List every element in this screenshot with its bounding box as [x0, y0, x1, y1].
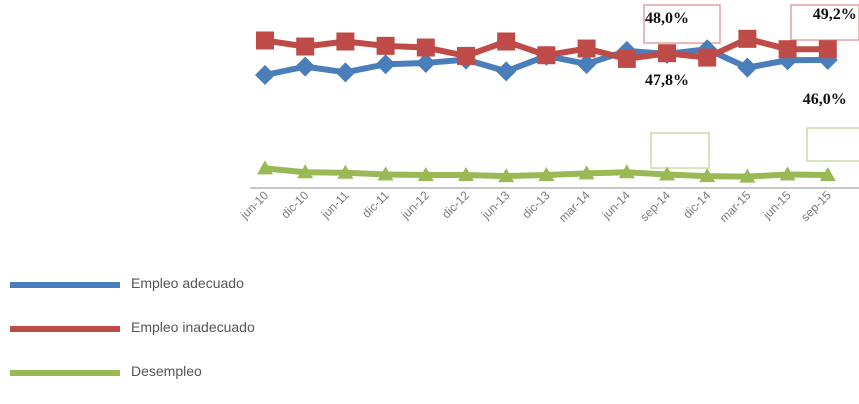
- desempleo-point: [739, 168, 756, 183]
- x-tick-label: jun-15: [760, 188, 794, 222]
- data-label-box: [790, 4, 859, 41]
- desempleo-point: [819, 167, 836, 181]
- empleo-adecuado-point: [295, 56, 316, 77]
- empleo-adecuado-point: [496, 61, 517, 82]
- x-tick-label: dic-14: [680, 188, 713, 221]
- empleo-inadecuado-point: [738, 29, 757, 48]
- legend-label-empleo-adecuado: Empleo adecuado: [131, 275, 244, 291]
- desempleo-point: [699, 168, 716, 183]
- data-labels: 48,0% 49,2% 47,8% 46,0%: [645, 6, 857, 108]
- desempleo-point: [257, 160, 273, 175]
- legend-label-desempleo: Desempleo: [131, 363, 202, 379]
- x-tick-label: jun-10: [237, 188, 271, 222]
- chart: jun-10 dic-10 jun-11 dic-11 jun-12 dic-12 jun-…: [237, 4, 859, 225]
- x-tick-label: jun-12: [398, 188, 432, 222]
- empleo-inadecuado-point: [617, 49, 636, 68]
- legend-swatch-empleo-adecuado: [10, 282, 120, 288]
- x-tick-label: dic-13: [520, 188, 553, 221]
- empleo-inadecuado-point: [376, 36, 395, 55]
- empleo-inadecuado-point: [537, 46, 556, 65]
- desempleo-point: [417, 167, 434, 181]
- desempleo-point: [659, 166, 675, 181]
- empleo-inadecuado-point: [336, 32, 355, 51]
- empleo-adecuado-point: [375, 54, 396, 75]
- data-label: 49,2%: [813, 6, 857, 23]
- series-layer: [255, 29, 838, 183]
- legend-label-empleo-inadecuado: Empleo inadecuado: [131, 319, 255, 335]
- desempleo-point: [498, 168, 515, 183]
- data-label-box: [643, 4, 721, 44]
- empleo-inadecuado-point: [658, 44, 676, 63]
- empleo-inadecuado-point: [497, 32, 516, 51]
- data-label-box: [806, 127, 859, 162]
- x-tick-label: sep-15: [798, 188, 834, 224]
- empleo-inadecuado-point: [818, 40, 837, 59]
- data-label: 46,0%: [803, 91, 847, 108]
- data-label-box: [650, 132, 710, 169]
- desempleo-point: [618, 164, 635, 179]
- empleo-adecuado-point: [737, 57, 758, 78]
- x-tick-label: mar-15: [717, 188, 754, 225]
- x-tick-label: dic-10: [278, 188, 311, 221]
- x-tick-label: jun-13: [478, 188, 512, 222]
- empleo-inadecuado-point: [416, 38, 435, 57]
- x-tick-label: jun-14: [599, 188, 633, 222]
- empleo-adecuado-point: [576, 53, 597, 74]
- legend-swatch-empleo-inadecuado: [10, 326, 120, 332]
- desempleo-point: [297, 164, 314, 179]
- x-tick-label: dic-11: [359, 188, 392, 221]
- label-boxes: [643, 4, 859, 169]
- desempleo-point: [538, 167, 555, 181]
- x-axis: jun-10 dic-10 jun-11 dic-11 jun-12 dic-12 jun-…: [237, 187, 859, 225]
- empleo-inadecuado-point: [698, 48, 717, 67]
- data-label: 47,8%: [645, 72, 689, 89]
- empleo-inadecuado-point: [296, 37, 315, 56]
- desempleo-point: [779, 166, 796, 181]
- desempleo-point: [458, 167, 474, 181]
- empleo-adecuado-point: [255, 65, 275, 85]
- empleo-inadecuado-point: [256, 31, 274, 50]
- empleo-inadecuado-point: [457, 46, 475, 65]
- data-label: 48,0%: [645, 10, 689, 27]
- desempleo-point: [377, 166, 394, 181]
- empleo-inadecuado-point: [577, 39, 596, 58]
- desempleo-point: [337, 164, 354, 179]
- desempleo-point: [578, 165, 595, 180]
- x-tick-label: jun-11: [318, 188, 352, 222]
- x-tick-label: dic-12: [439, 188, 472, 221]
- x-tick-label: mar-14: [556, 188, 593, 225]
- empleo-adecuado-point: [335, 62, 356, 83]
- empleo-adecuado-point: [415, 52, 436, 73]
- empleo-inadecuado-point: [778, 40, 797, 59]
- x-tick-label: sep-14: [637, 188, 673, 224]
- legend-swatch-desempleo: [10, 370, 120, 376]
